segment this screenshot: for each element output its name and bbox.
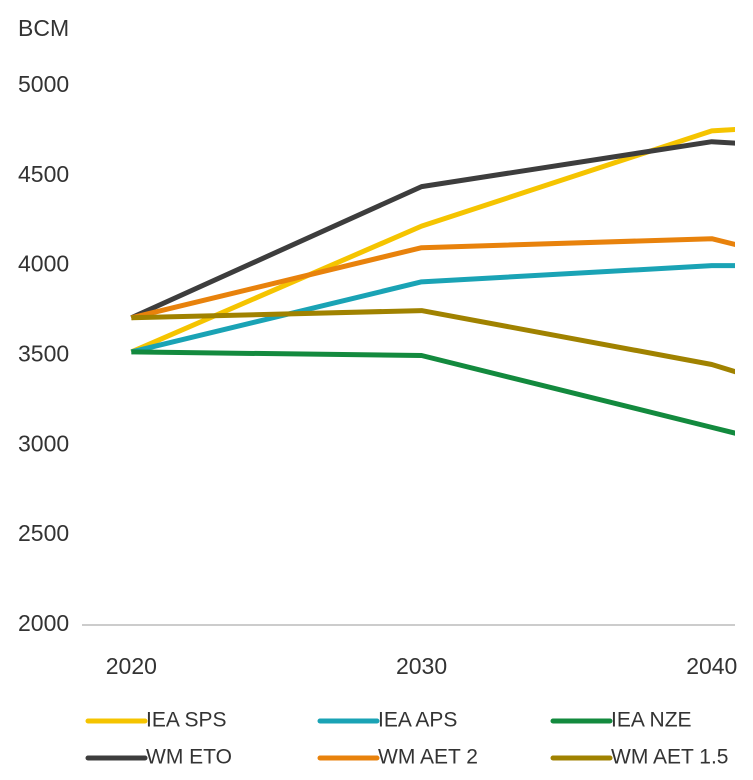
y-tick-label: 2500 xyxy=(18,520,69,546)
series-line xyxy=(131,308,735,375)
y-tick-label: 4000 xyxy=(18,251,69,277)
y-axis-label: BCM xyxy=(18,15,69,41)
legend-label: IEA NZE xyxy=(611,709,692,732)
legend-label: WM AET 2 xyxy=(378,746,478,769)
y-tick-label: 2000 xyxy=(18,610,69,636)
series-line xyxy=(130,263,735,355)
legend-label: IEA SPS xyxy=(146,709,227,732)
y-tick-label: 4500 xyxy=(18,161,69,187)
legend-label: WM ETO xyxy=(146,746,232,769)
x-tick-label: 2020 xyxy=(106,653,157,679)
legend-label: IEA APS xyxy=(378,709,457,732)
plot-area xyxy=(130,126,735,436)
series-line xyxy=(130,236,735,321)
series-line xyxy=(130,139,735,321)
series-line xyxy=(131,349,735,436)
y-tick-label: 3500 xyxy=(18,341,69,367)
y-tick-label: 5000 xyxy=(18,71,69,97)
y-tick-label: 3000 xyxy=(18,430,69,456)
legend-label: WM AET 1.5 xyxy=(611,746,728,769)
x-tick-label: 2040 xyxy=(686,653,737,679)
x-tick-label: 2030 xyxy=(396,653,447,679)
series-line xyxy=(130,126,735,355)
